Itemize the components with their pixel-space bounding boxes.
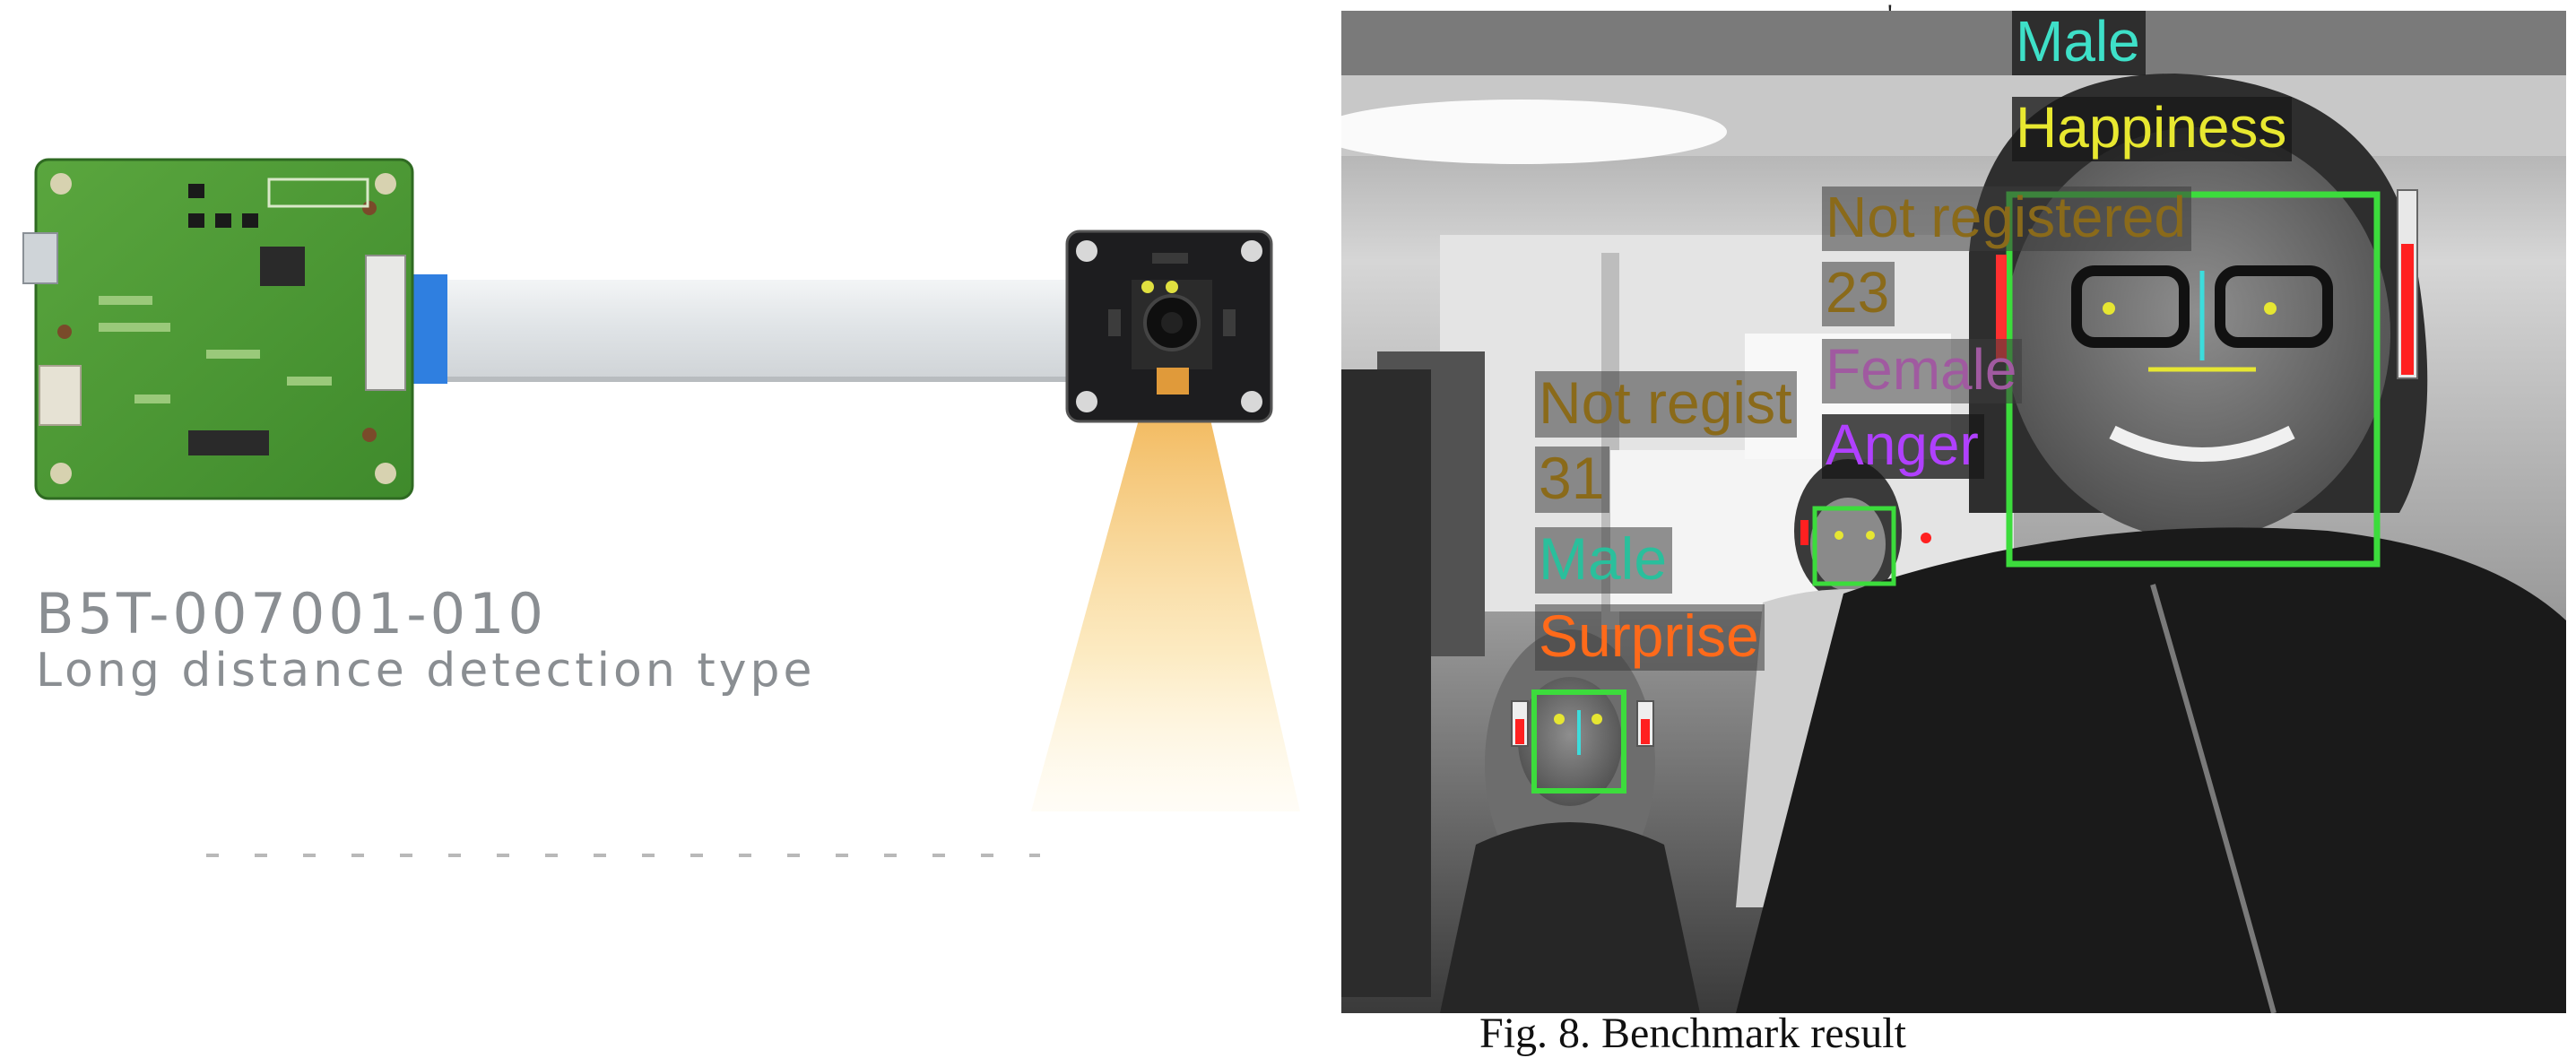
main-expression-label: Happiness [2012,97,2293,161]
camera-module [1065,230,1273,423]
sensor-module-illustration [22,158,1300,857]
model-description-label: Long distance detection type [36,644,816,698]
middle-gender-label: Female [1822,339,2023,403]
detection-beam [1031,420,1300,811]
main-registration-label: Not registered [1822,186,2191,251]
grayscale-scene [1341,11,2566,1013]
main-pcb-board [22,158,414,500]
middle-expression-label: Anger [1822,414,1984,479]
top-tick-mark: ' [1887,0,1893,30]
left-expression-label: Surprise [1535,604,1765,671]
face-box-middle [1800,506,1931,586]
left-registration-label: Not regist [1535,371,1798,438]
model-number-label: B5T-007001-010 [36,581,547,646]
person-left [1440,629,1700,1013]
face-box-left [1511,689,1654,794]
ribbon-cable [406,274,1071,384]
product-photo-panel: B5T-007001-010 Long distance detection t… [22,158,1300,857]
left-gender-label: Male [1535,527,1673,594]
person-main [1736,74,2566,1013]
middle-age-label: 23 [1822,262,1895,326]
main-gender-label: Male [2012,11,2146,75]
detection-photo-panel: Male Happiness Not registered 23 Female … [1341,11,2566,1013]
left-age-label: 31 [1535,447,1610,513]
figure-caption: Fig. 8. Benchmark result [1479,1010,1906,1057]
